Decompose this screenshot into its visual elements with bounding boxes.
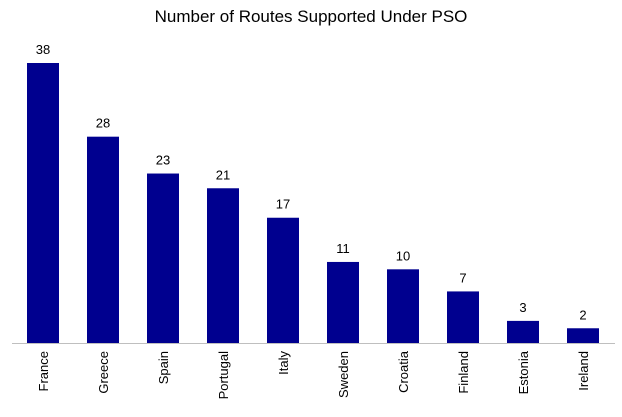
chart-title: Number of Routes Supported Under PSO (155, 7, 468, 26)
value-label: 3 (519, 300, 526, 315)
bar (207, 188, 239, 343)
bar (147, 173, 179, 343)
x-tick-label: Estonia (516, 350, 531, 394)
x-tick-label: Ireland (576, 351, 591, 391)
value-label: 11 (336, 241, 350, 256)
x-tick-label: Greece (96, 351, 111, 394)
bar (387, 269, 419, 343)
x-tick-label: Italy (276, 351, 291, 375)
x-tick-label: Sweden (336, 351, 351, 398)
value-label: 23 (156, 153, 170, 168)
x-tick-label: Croatia (396, 350, 411, 393)
bar (507, 320, 539, 343)
bar (267, 217, 299, 343)
value-label: 2 (579, 307, 586, 322)
bar (27, 63, 59, 343)
x-tick-label: Spain (156, 351, 171, 384)
bar (567, 328, 599, 343)
x-tick-label: Finland (456, 351, 471, 394)
value-label: 28 (96, 116, 110, 131)
x-tick-label: France (36, 351, 51, 391)
bar (87, 136, 119, 343)
value-label: 17 (276, 197, 290, 212)
value-label: 21 (216, 167, 230, 182)
value-label: 10 (396, 248, 410, 263)
bar (327, 261, 359, 343)
value-label: 7 (459, 270, 466, 285)
bar (447, 291, 479, 343)
x-tick-label: Portugal (216, 351, 231, 400)
value-label: 38 (36, 42, 50, 57)
